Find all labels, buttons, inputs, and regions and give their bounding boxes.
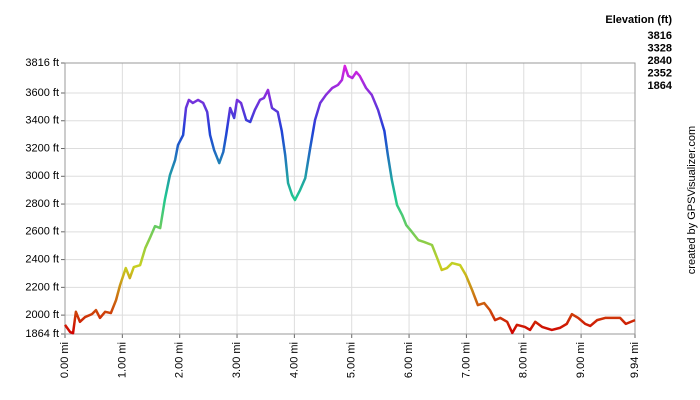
legend-value: 3328 [648, 42, 672, 54]
x-tick-label: 9.00 mi [575, 342, 587, 378]
legend-title: Elevation (ft) [605, 14, 672, 26]
x-tick-label: 5.00 mi [346, 342, 358, 378]
x-tick-label: 0.00 mi [59, 342, 71, 378]
legend-value: 1864 [648, 80, 673, 92]
y-tick-label: 1864 ft [25, 328, 59, 340]
y-tick-label: 3000 ft [25, 170, 59, 182]
elevation-line [63, 64, 636, 335]
x-tick-label: 1.00 mi [116, 342, 128, 378]
plot-frame [64, 62, 636, 335]
y-tick-label: 3200 ft [25, 142, 59, 154]
plot-area [64, 62, 636, 335]
x-tick-label: 2.00 mi [174, 342, 186, 378]
y-tick-label: 3816 ft [25, 57, 59, 69]
y-tick-label: 3400 ft [25, 115, 59, 127]
y-tick-label: 2800 ft [25, 198, 59, 210]
x-tick-label: 8.00 mi [518, 342, 530, 378]
x-tick-label: 7.00 mi [460, 342, 472, 378]
y-tick-label: 2200 ft [25, 281, 59, 293]
legend-value: 2352 [648, 67, 672, 79]
y-tick-label: 3600 ft [25, 87, 59, 99]
y-tick-label: 2400 ft [25, 253, 59, 265]
legend-value: 2840 [648, 55, 672, 67]
credit: created by GPSVisualizer.com [686, 126, 698, 274]
x-tick-label: 6.00 mi [403, 342, 415, 378]
x-tick-label: 4.00 mi [288, 342, 300, 378]
x-tick-label: 3.00 mi [231, 342, 243, 378]
x-tick-label: 9.94 mi [629, 342, 641, 378]
legend-value: 3816 [648, 30, 672, 42]
y-tick-label: 2600 ft [25, 226, 59, 238]
y-tick-label: 2000 ft [25, 309, 59, 321]
